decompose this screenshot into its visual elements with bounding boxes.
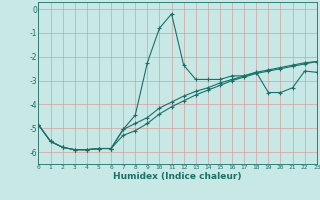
X-axis label: Humidex (Indice chaleur): Humidex (Indice chaleur) — [113, 172, 242, 181]
